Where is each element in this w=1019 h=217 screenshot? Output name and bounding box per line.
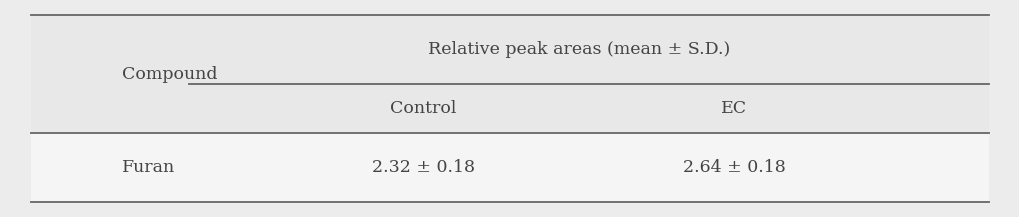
Text: Control: Control [389,100,457,117]
Text: Furan: Furan [122,159,175,176]
Text: 2.64 ± 0.18: 2.64 ± 0.18 [683,159,785,176]
FancyBboxPatch shape [31,133,988,202]
Text: EC: EC [720,100,747,117]
Text: 2.32 ± 0.18: 2.32 ± 0.18 [372,159,474,176]
Text: Relative peak areas (mean ± S.D.): Relative peak areas (mean ± S.D.) [427,41,730,58]
Text: Compound: Compound [122,66,218,83]
FancyBboxPatch shape [31,15,988,133]
